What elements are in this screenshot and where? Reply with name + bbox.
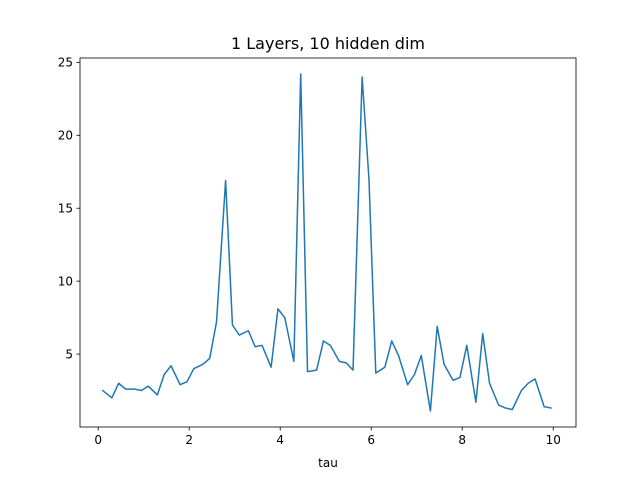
y-tick-label: 25 xyxy=(58,56,73,70)
x-tick-label: 10 xyxy=(546,433,561,447)
y-tick-label: 20 xyxy=(58,129,73,143)
x-axis-label: tau xyxy=(318,456,338,470)
x-tick-label: 2 xyxy=(185,433,193,447)
x-tick-label: 4 xyxy=(276,433,284,447)
x-tick-label: 6 xyxy=(367,433,375,447)
series-line xyxy=(101,73,552,412)
plot-area xyxy=(80,58,576,427)
y-tick-label: 10 xyxy=(58,274,73,288)
chart-title: 1 Layers, 10 hidden dim xyxy=(231,34,425,53)
x-tick-label: 8 xyxy=(458,433,466,447)
y-tick-label: 15 xyxy=(58,202,73,216)
chart-marks xyxy=(101,73,552,412)
y-tick-label: 5 xyxy=(65,347,73,361)
axes-frame xyxy=(79,57,577,428)
x-tick-label: 0 xyxy=(94,433,102,447)
chart-axes: 0 2 4 6 8 10 5 10 15 20 25 xyxy=(58,56,577,447)
